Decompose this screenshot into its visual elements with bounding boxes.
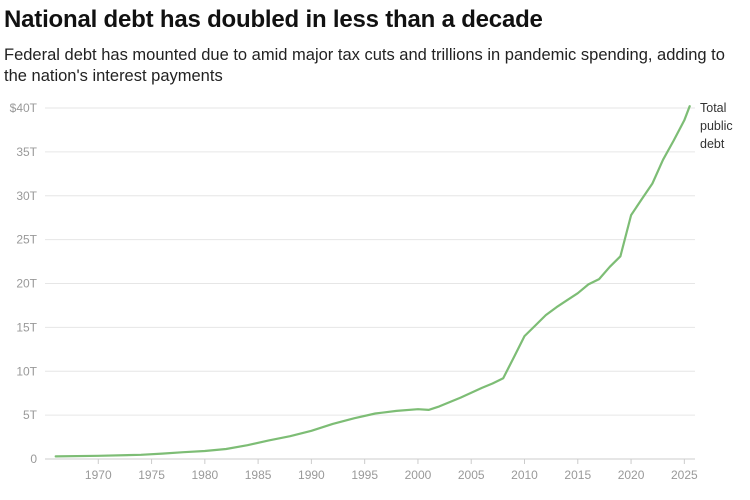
y-tick-label: $40T (10, 101, 38, 115)
grid-lines (45, 107, 695, 460)
chart-subtitle: Federal debt has mounted due to amid maj… (4, 46, 725, 85)
x-tick-label: 1975 (138, 468, 165, 482)
series-labels: Total public debt (700, 101, 733, 151)
x-tick-label: 1990 (298, 468, 325, 482)
y-axis-ticks: 0 5T 10T 15T 20T 25T 30T 35T $40T (10, 101, 38, 466)
x-tick-label: 2020 (618, 468, 645, 482)
y-tick-label: 30T (16, 189, 37, 203)
y-tick-label: 10T (16, 364, 37, 378)
x-tick-label: 2005 (458, 468, 485, 482)
series-label-line: debt (700, 137, 725, 151)
series-label-line: public (700, 119, 733, 133)
chart-title: National debt has doubled in less than a… (4, 6, 543, 33)
x-tick-label: 1995 (351, 468, 378, 482)
series-line-total-public-debt (54, 105, 691, 458)
series-layer (54, 105, 691, 458)
x-tick-label: 2015 (564, 468, 591, 482)
y-tick-label: 5T (23, 408, 38, 422)
y-tick-label: 15T (16, 320, 37, 334)
x-tick-label: 2025 (671, 468, 698, 482)
y-tick-label: 0 (30, 452, 37, 466)
y-tick-label: 25T (16, 233, 37, 247)
series-label-line: Total (700, 101, 726, 115)
x-tick-label: 1980 (191, 468, 218, 482)
x-tick-label: 2000 (405, 468, 432, 482)
x-tick-label: 1985 (245, 468, 272, 482)
x-axis-ticks: 1970 1975 1980 1985 1990 1995 2000 2005 2010 2015… (85, 459, 698, 482)
y-tick-label: 20T (16, 277, 37, 291)
x-tick-label: 2010 (511, 468, 538, 482)
x-tick-label: 1970 (85, 468, 112, 482)
y-tick-label: 35T (16, 145, 37, 159)
